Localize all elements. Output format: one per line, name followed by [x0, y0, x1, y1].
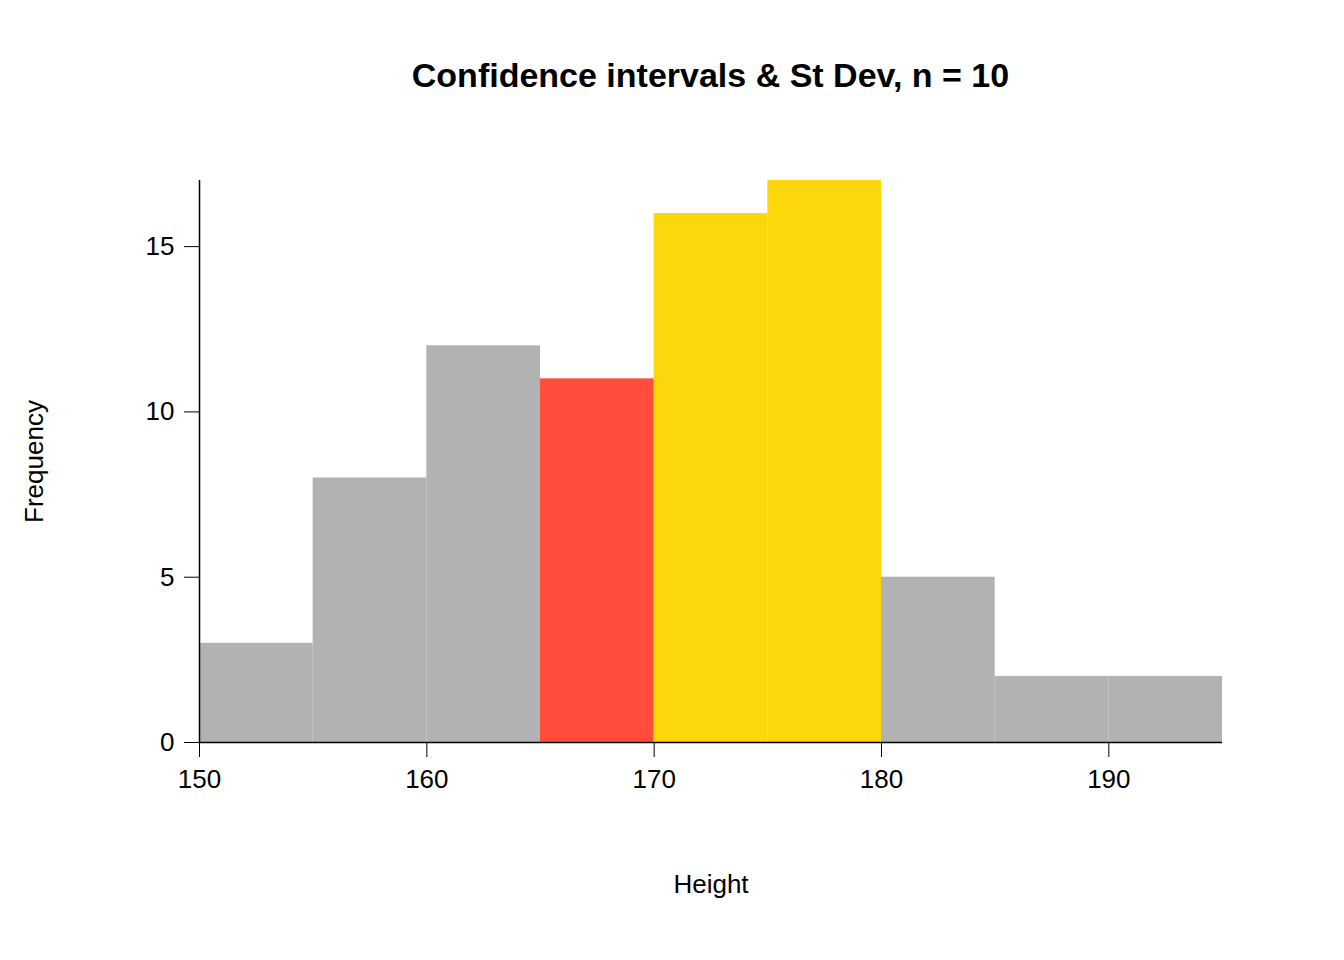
svg-text:170: 170: [632, 764, 675, 794]
svg-text:180: 180: [860, 764, 903, 794]
svg-text:10: 10: [146, 396, 175, 426]
svg-text:160: 160: [405, 764, 448, 794]
svg-text:Height: Height: [673, 869, 749, 899]
svg-text:15: 15: [146, 231, 175, 261]
svg-text:190: 190: [1087, 764, 1130, 794]
svg-text:0: 0: [160, 727, 174, 757]
svg-text:5: 5: [160, 562, 174, 592]
svg-text:Frequency: Frequency: [19, 400, 49, 523]
svg-text:150: 150: [178, 764, 221, 794]
html-text:Confidence intervals & St Dev,: Confidence intervals & St Dev, n = 10: [411, 56, 1010, 94]
